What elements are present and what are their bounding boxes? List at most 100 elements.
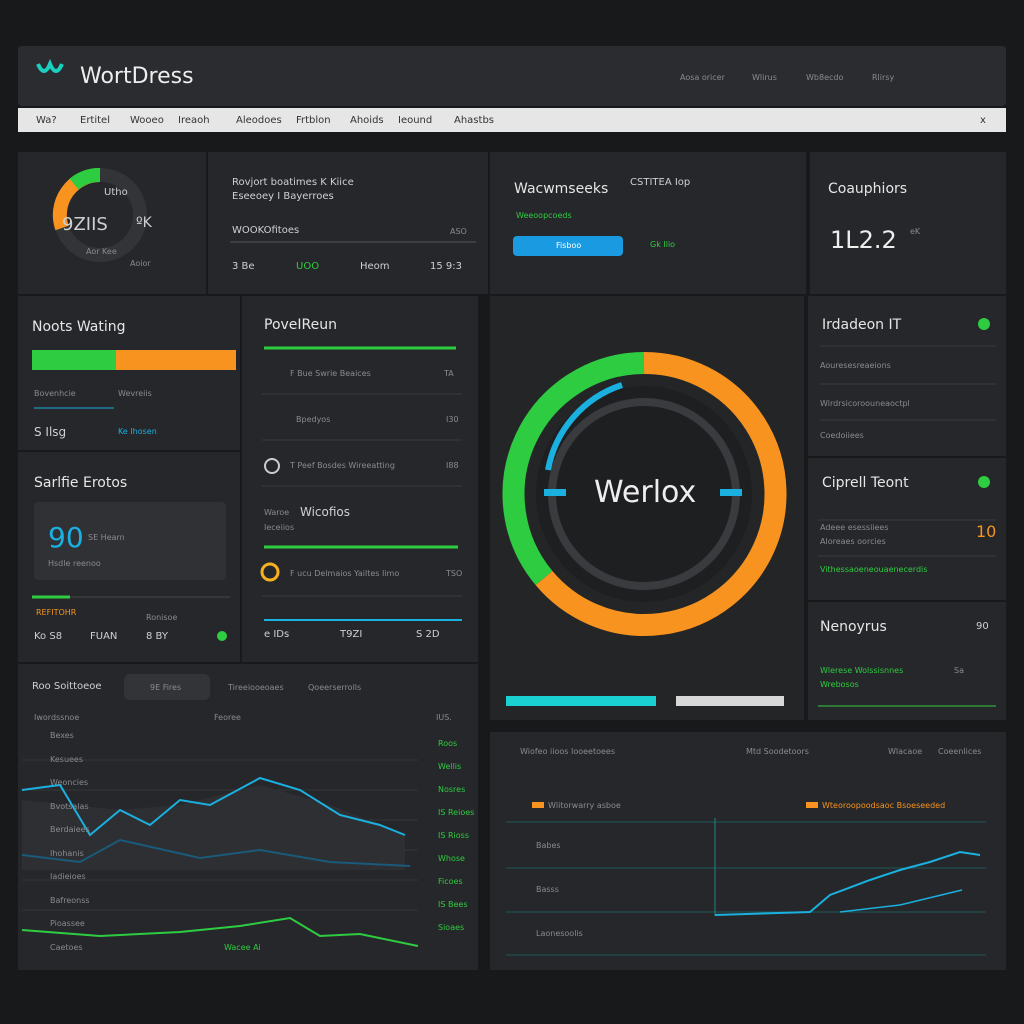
sub-nav-item[interactable]: Ahoids [350, 115, 384, 126]
row: Wlerese Wolssisnnes [820, 666, 904, 675]
sub-nav-item[interactable]: Ertitel [80, 115, 110, 126]
status-dots [978, 318, 990, 488]
nav-link[interactable]: Aosa oricer [680, 73, 725, 82]
feature-note: Ieceiios [264, 523, 295, 532]
list-value: TSO [446, 569, 463, 578]
tab[interactable]: Qoeerserrolls [308, 683, 362, 692]
column-header: IUS. [436, 713, 452, 722]
row: Wirdrsicoroouneaoctpl [820, 399, 910, 408]
gauge-foot: Aoior [130, 259, 151, 268]
value: S Ilsg [34, 425, 67, 439]
logo-icon [36, 58, 64, 73]
chart-title: Wiofeo iioos Iooeetoees [520, 747, 616, 756]
row-dividers [818, 345, 996, 557]
nav-link[interactable]: Rlirsy [872, 73, 895, 82]
list-icon [264, 458, 280, 474]
panel [18, 296, 240, 450]
card-title: Rovjort boatimes K Kiice [232, 177, 354, 188]
panel [808, 296, 1006, 456]
chart-line [21, 776, 406, 837]
value: 10 [976, 522, 997, 541]
row: Aloreaes oorcies [820, 537, 886, 546]
progress-orange [116, 350, 236, 370]
chart-meta: Wlacaoe [888, 747, 923, 756]
panel [490, 152, 806, 294]
button[interactable]: Fisboo [556, 241, 582, 250]
close-button[interactable]: x [980, 115, 986, 126]
tab[interactable]: Tireeiooeoaes [228, 683, 284, 692]
chart-label: Pioassee [50, 919, 85, 928]
ring-inner [536, 386, 752, 602]
legend-swatch [806, 802, 818, 808]
list-value: I30 [446, 415, 459, 424]
feature-prefix: Waroe [264, 508, 290, 517]
field-value: ASO [450, 227, 467, 236]
axis-label: Babes [536, 841, 561, 850]
tab[interactable]: 9E Fires [150, 683, 182, 692]
chart-meta: Mtd Soodetoors [746, 747, 809, 756]
sub-nav-item[interactable]: Aleodoes [236, 115, 282, 126]
sub-nav-item[interactable]: Wa? [36, 115, 57, 126]
chart-label: Ihohanis [50, 848, 84, 858]
counter-unit: eK [910, 227, 921, 236]
nav-link[interactable]: Wlirus [752, 73, 777, 82]
chart-area [22, 785, 405, 870]
value: 90 [976, 621, 989, 632]
row-value: Sa [954, 666, 964, 675]
list-item: Bpedyos [296, 415, 331, 424]
tab[interactable]: Roo Soittoeoe [32, 681, 102, 692]
panel [208, 152, 488, 294]
row: Coedoiiees [820, 431, 864, 440]
chart-label: Bexes [50, 731, 74, 740]
chart-label: Ficoes [438, 877, 463, 886]
stat: Ko S8 [34, 631, 63, 642]
nav-link[interactable]: Wb8ecdo [806, 73, 844, 82]
progress-green [32, 350, 116, 370]
gauge-value: 9ZIIS [62, 214, 108, 235]
stat: S 2D [416, 629, 440, 640]
card-title: PoveIReun [264, 317, 337, 333]
gauge-caption: Aor Kee [86, 247, 117, 256]
sub-nav-item[interactable]: Ireaoh [178, 115, 210, 126]
chart-label: Kesuees [50, 754, 84, 764]
card-title: Nenoyrus [820, 619, 887, 635]
chart-label: Sioaes [438, 923, 465, 932]
card-title: Noots Wating [32, 319, 126, 335]
card-title: Irdadeon IT [822, 317, 902, 333]
chart-foot: Wacee Ai [224, 943, 261, 952]
axis-label: Laonesoolis [536, 929, 583, 938]
sub-nav-item[interactable]: Frtblon [296, 115, 331, 126]
sub-nav-item[interactable]: Wooeo [130, 115, 164, 126]
legend-entry: Wteoroopoodsaoc Bsoeseeded [822, 801, 946, 810]
status: Gk Ilio [650, 240, 676, 249]
row: Vithessaoeneouaenecerdis [820, 565, 928, 574]
sub-nav-item[interactable]: Ahastbs [454, 115, 494, 126]
list-value: TA [444, 369, 454, 378]
chart-label: Roos [438, 739, 458, 748]
list-item: F Bue Swrie Beaices [290, 369, 371, 378]
chart-line [714, 850, 981, 916]
sub-nav-item[interactable]: Ieound [398, 115, 433, 126]
link[interactable]: Ke Ihosen [118, 427, 157, 436]
gauge-arc [69, 168, 101, 190]
button-bg [513, 236, 623, 256]
tab-active [124, 674, 210, 700]
chart-line [21, 916, 419, 947]
bar-cyan [506, 696, 656, 706]
column-header: Iwordssnoe [34, 713, 80, 722]
list-value: I88 [446, 461, 459, 470]
ring-cyan [545, 382, 623, 471]
card-title: Coauphiors [828, 181, 908, 197]
feature: Wicofios [300, 505, 351, 519]
ring-green [502, 352, 645, 586]
card-title: Sarlfie Erotos [34, 475, 128, 491]
column-header: Feoree [214, 713, 241, 722]
gauge-label: Utho [104, 187, 128, 198]
note: Hsdle reenoo [48, 559, 101, 568]
chart-label: Weoncies [50, 778, 89, 787]
gauge-unit: ºK [136, 215, 152, 231]
chart-label: Iadieioes [50, 872, 86, 881]
panel [810, 152, 1006, 294]
bar-gray [676, 696, 784, 706]
